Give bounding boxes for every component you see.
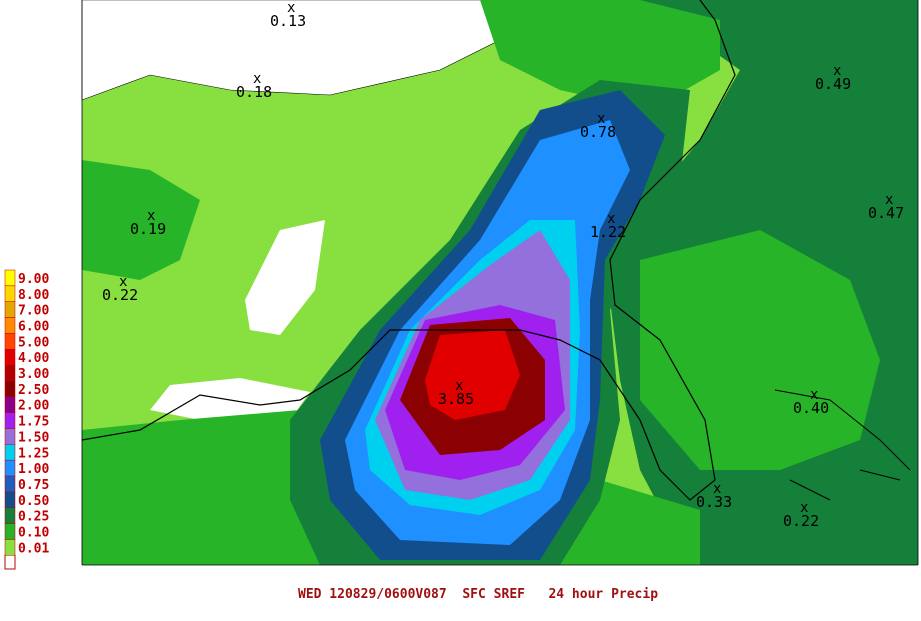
legend-label: 0.75 (18, 478, 49, 493)
x-marker: x (885, 192, 893, 208)
legend-label: 5.00 (18, 335, 49, 350)
legend-label: 1.25 (18, 446, 49, 461)
legend: 9.008.007.006.005.004.003.002.502.001.75… (4, 269, 49, 570)
point-value: 0.78 (580, 123, 616, 141)
legend-swatch (4, 396, 16, 413)
point-value: 0.18 (236, 83, 272, 101)
x-marker: x (607, 211, 615, 227)
legend-label: 0.01 (18, 541, 49, 556)
point-value: 0.19 (130, 220, 166, 238)
legend-label: 9.00 (18, 272, 49, 287)
x-marker: x (455, 378, 463, 394)
legend-label: 2.50 (18, 383, 49, 398)
coastline (81, 0, 736, 501)
legend-swatch (4, 523, 16, 540)
point-value: 1.22 (590, 223, 626, 241)
point-value: 0.47 (868, 204, 904, 222)
legend-label: 1.00 (18, 462, 49, 477)
point-value: 0.40 (793, 399, 829, 417)
legend-swatch (4, 412, 16, 429)
point-value: 0.13 (270, 12, 306, 30)
x-marker: x (597, 111, 605, 127)
x-marker: x (119, 274, 127, 290)
x-marker: x (833, 63, 841, 79)
legend-swatch (4, 301, 16, 318)
legend-label: 1.75 (18, 415, 49, 430)
legend-swatch-empty (4, 554, 16, 570)
legend-label: 8.00 (18, 288, 49, 303)
map-frame (81, 0, 919, 566)
legend-swatch (4, 317, 16, 334)
legend-label: 0.10 (18, 526, 49, 541)
legend-swatch (4, 539, 16, 556)
point-markers: x x x x x x x x x x x x (119, 0, 893, 516)
legend-label: 3.00 (18, 367, 49, 382)
legend-label: 4.00 (18, 351, 49, 366)
x-marker: x (713, 481, 721, 497)
legend-swatch (4, 349, 16, 366)
legend-swatch (4, 380, 16, 398)
point-value: 0.22 (102, 286, 138, 304)
legend-swatch (4, 507, 16, 524)
map (81, 0, 919, 566)
point-value: 0.33 (696, 493, 732, 511)
legend-swatch (4, 364, 16, 382)
legend-label: 6.00 (18, 319, 49, 334)
point-value: 0.49 (815, 75, 851, 93)
legend-label: 0.50 (18, 494, 49, 509)
island-outlines (774, 389, 911, 501)
legend-label: 7.00 (18, 304, 49, 319)
legend-swatch (4, 285, 16, 302)
x-marker: x (253, 71, 261, 87)
legend-label: 0.25 (18, 510, 49, 525)
precip-area (480, 0, 720, 110)
legend-swatch (4, 333, 16, 350)
legend-label: 2.00 (18, 399, 49, 414)
legend-swatch (4, 269, 16, 287)
point-value: 3.85 (438, 390, 474, 408)
legend-swatch (4, 475, 16, 493)
legend-swatch (4, 459, 16, 477)
precip-core (425, 330, 520, 420)
legend-label: 1.50 (18, 430, 49, 445)
legend-swatch (4, 491, 16, 508)
x-marker: x (287, 0, 295, 16)
no-precip-area (150, 378, 310, 420)
legend-swatch (4, 428, 16, 445)
point-labels: 0.13 0.18 0.49 0.78 0.19 0.47 1.22 0.22 … (102, 12, 904, 530)
x-marker: x (810, 387, 818, 403)
caption: WED 120829/0600V087 SFC SREF 24 hour Pre… (298, 587, 658, 602)
x-marker: x (147, 208, 155, 224)
legend-swatch (4, 444, 16, 461)
precip-area (82, 160, 200, 280)
point-value: 0.22 (783, 512, 819, 530)
no-precip-area (245, 220, 325, 335)
x-marker: x (800, 500, 808, 516)
